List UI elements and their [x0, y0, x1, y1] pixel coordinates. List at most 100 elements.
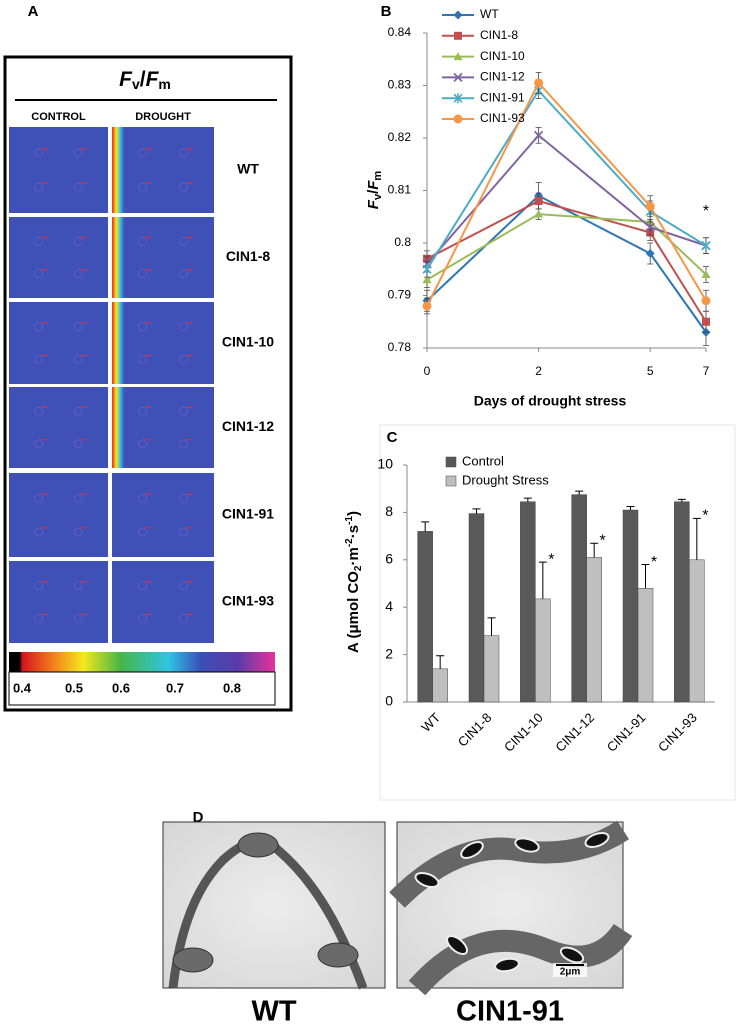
x-tick-label: CIN1-10 [501, 710, 546, 755]
chloroplast [172, 947, 214, 973]
y-tick-label: 0.84 [388, 25, 412, 39]
y-axis-label-part: / [365, 189, 382, 194]
legend-marker [453, 52, 463, 61]
image-background [9, 387, 108, 468]
image-background [112, 217, 214, 298]
image-label: CIN1-91 [456, 996, 564, 1028]
colorbar [9, 652, 275, 672]
data-point [422, 301, 432, 311]
data-point [534, 209, 544, 218]
roi-circle [34, 581, 44, 590]
fluorescence-image [9, 127, 108, 213]
roi-circle [138, 493, 148, 503]
roi-circle [73, 269, 83, 279]
data-point [422, 264, 432, 275]
colorbar-tick-label: 0.4 [13, 680, 32, 695]
row-label: CIN1-93 [222, 593, 274, 609]
roi-circle [178, 527, 188, 537]
roi-circle [34, 439, 44, 449]
row-label: CIN1-8 [226, 248, 271, 264]
cell-wall [168, 836, 368, 990]
image-background [112, 127, 214, 213]
error-bar [487, 617, 496, 636]
legend-marker [453, 114, 463, 124]
panel-label: A [28, 3, 39, 20]
legend-label: CIN1-93 [480, 111, 525, 125]
y-tick-label: 4 [385, 598, 393, 614]
fv-fm-title-part: m [158, 76, 170, 92]
colorbar-tick-label: 0.7 [166, 680, 184, 695]
fluorescence-image [9, 302, 108, 384]
column-header: DROUGHT [135, 111, 191, 123]
roi-circle [138, 236, 148, 246]
y-tick-label: 0.8 [394, 235, 411, 249]
y-tick-label: 0.81 [388, 183, 412, 197]
starch-grain [414, 872, 440, 888]
x-tick-label: CIN1-8 [455, 710, 495, 750]
roi-circle [73, 322, 83, 332]
roi-circle [34, 354, 44, 364]
image-background [9, 561, 108, 643]
bar [520, 501, 536, 703]
y-axis-label-part: F [365, 199, 382, 209]
error-bar [421, 521, 430, 532]
starch-grain [446, 935, 468, 955]
fluorescence-image [9, 387, 108, 468]
legend-label: CIN1-10 [480, 49, 525, 63]
row-label: WT [237, 161, 259, 177]
y-axis-label-part: A (μmol CO [345, 571, 362, 653]
bar [571, 494, 587, 703]
error-bar [575, 490, 584, 495]
error-bar [472, 508, 481, 514]
stress-edge [112, 302, 126, 384]
y-axis-label-part: m [372, 171, 384, 181]
image-background [112, 387, 214, 468]
x-axis-label: Days of drought stress [474, 393, 627, 409]
series-line [426, 133, 707, 265]
bar [432, 668, 448, 703]
y-tick-label: 0 [385, 693, 393, 709]
bar [417, 531, 433, 703]
legend-marker [453, 10, 463, 20]
data-point [645, 201, 655, 211]
colorbar-label-box [8, 671, 276, 706]
panel-label: B [381, 3, 392, 20]
column-header: CONTROL [31, 111, 86, 123]
y-axis-label-part: v [372, 193, 384, 200]
data-point [533, 130, 544, 141]
data-point [701, 296, 711, 306]
image-background [9, 473, 108, 557]
y-axis-label-part: F [365, 180, 382, 190]
image-background [112, 302, 214, 384]
roi-circle [73, 236, 83, 246]
chloroplast [237, 832, 279, 858]
data-point [645, 222, 655, 232]
error-bar [677, 498, 686, 502]
annotation: * [548, 551, 554, 568]
bar [468, 513, 485, 703]
scale-bar-box [553, 963, 587, 977]
data-point [701, 270, 711, 278]
fv-fm-title-part: v [132, 76, 140, 92]
roi-circle [178, 269, 188, 279]
bar [674, 501, 690, 703]
y-axis-label-part: ·m [345, 547, 362, 565]
legend-label: Drought Stress [462, 472, 549, 487]
bar [586, 557, 602, 703]
x-tick-label: CIN1-12 [552, 710, 597, 755]
fluorescence-image [112, 387, 214, 468]
roi-circle [73, 493, 83, 503]
y-axis-label-part: ) [345, 511, 362, 516]
roi-circle [178, 493, 188, 503]
roi-circle [138, 354, 148, 364]
roi-circle [138, 527, 148, 537]
image-background [9, 302, 108, 384]
data-point [645, 249, 655, 258]
roi-circle [178, 406, 188, 416]
y-tick-label: 0.79 [388, 288, 412, 302]
row-label: CIN1-12 [222, 418, 274, 434]
roi-circle [178, 581, 188, 590]
bar [483, 635, 500, 703]
y-axis-label-part: -2 [344, 538, 355, 547]
fluorescence-image [9, 217, 108, 298]
